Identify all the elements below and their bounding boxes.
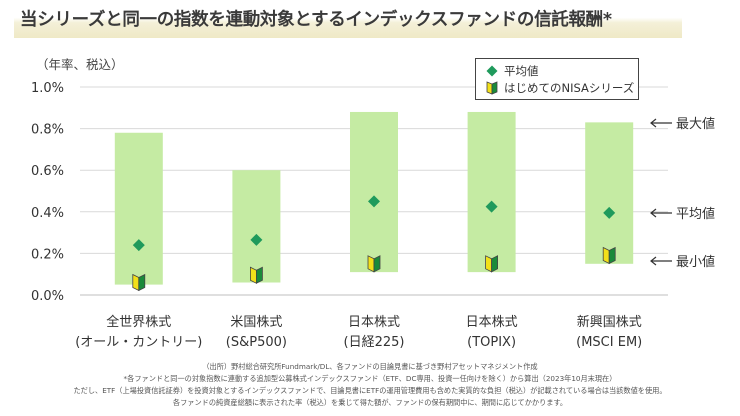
- footnote-1: （出所）野村総合研究所Fundmark/DL、各ファンドの目論見書に基づき野村ア…: [202, 362, 538, 371]
- category-label: 米国株式: [230, 315, 282, 330]
- range-bar: [585, 122, 634, 264]
- category-label: 全世界株式: [106, 314, 171, 330]
- y-tick-label: 0.0%: [31, 289, 64, 304]
- average-marker: [485, 200, 498, 213]
- category-label: 日本株式: [348, 315, 400, 330]
- category-sublabel: (S&P500): [226, 335, 287, 350]
- diamond-icon: [486, 65, 498, 77]
- legend-average: 平均値: [486, 63, 539, 79]
- range-bar: [232, 170, 281, 283]
- y-tick-label: 0.4%: [31, 206, 64, 221]
- average-marker: [368, 195, 380, 208]
- shoshinsha-mark-icon: [486, 81, 498, 95]
- nisa-marker-left: [485, 255, 492, 273]
- nisa-marker-left: [250, 266, 257, 284]
- nisa-marker-left: [602, 246, 610, 265]
- y-tick-label: 0.2%: [31, 247, 64, 262]
- annotation-label: 平均値: [676, 206, 715, 222]
- annotation-label: 最大値: [676, 116, 715, 132]
- range-bar: [467, 111, 516, 273]
- footnote-4: 各ファンドの純資産総額に表示された率（税込）を乗じて得た額が、ファンドの保有期間…: [172, 398, 568, 407]
- annotation-arrowhead: [650, 118, 657, 128]
- nisa-marker-right: [255, 266, 263, 284]
- title-band: [14, 4, 682, 38]
- nisa-marker-right: [608, 246, 616, 265]
- legend-nisa-label: はじめてのNISAシリーズ: [504, 81, 635, 95]
- y-tick-label: 0.6%: [31, 164, 64, 179]
- footnote-2: *各ファンドと同一の対象指数に連動する追加型公募株式インデックスファンド（ETF…: [123, 374, 617, 383]
- category-label: 日本株式: [466, 315, 518, 330]
- chart-title: 当シリーズと同一の指数を連動対象とするインデックスファンドの信託報酬*: [20, 10, 612, 30]
- y-tick-label: 0.8%: [31, 123, 64, 138]
- range-bar: [350, 111, 398, 273]
- category-sublabel: (オール・カントリー): [75, 335, 202, 350]
- category-sublabel: (日経225): [344, 335, 405, 350]
- category-sublabel: (MSCI EM): [576, 335, 642, 350]
- nisa-marker-left: [367, 255, 375, 273]
- annotation-arrowhead: [650, 208, 657, 218]
- legend-nisa: はじめてのNISAシリーズ: [486, 80, 634, 96]
- average-marker: [250, 233, 263, 246]
- footnote-3: ただし、ETF（上場投資信託証券）を投資対象とするインデックスファンドで、目論見…: [73, 386, 667, 395]
- legend: 平均値 はじめてのNISAシリーズ: [475, 58, 639, 100]
- average-marker: [132, 239, 145, 252]
- nisa-marker-right: [373, 255, 381, 273]
- average-marker: [603, 206, 616, 219]
- y-tick-label: 1.0%: [31, 81, 64, 96]
- category-sublabel: (TOPIX): [467, 335, 516, 350]
- nisa-marker-right: [138, 273, 146, 292]
- unit-label: （年率、税込）: [36, 57, 124, 72]
- annotation-label: 最小値: [676, 254, 715, 270]
- legend-average-label: 平均値: [504, 64, 539, 78]
- category-label: 新興国株式: [577, 314, 642, 330]
- nisa-marker-left: [132, 273, 140, 292]
- annotation-arrowhead: [650, 256, 657, 266]
- range-bar: [114, 132, 163, 285]
- nisa-marker-right: [491, 255, 498, 273]
